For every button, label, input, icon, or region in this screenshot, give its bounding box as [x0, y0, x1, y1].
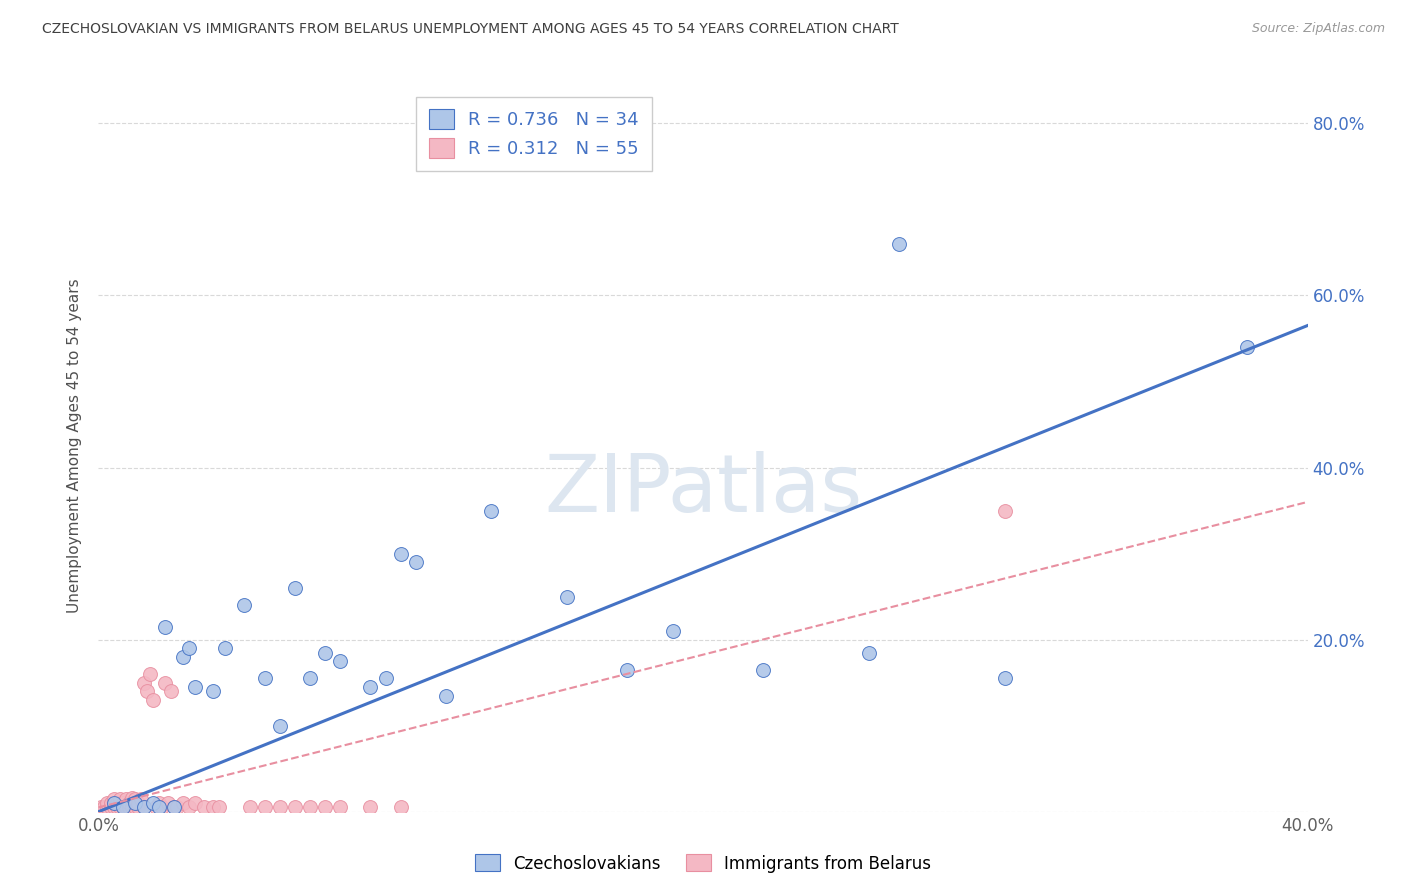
Text: ZIPatlas: ZIPatlas — [544, 450, 862, 529]
Point — [389, 800, 412, 814]
Point — [253, 671, 276, 685]
Point — [118, 800, 141, 814]
Point — [994, 671, 1017, 685]
Point — [142, 693, 165, 707]
Point — [103, 800, 125, 814]
Point — [481, 503, 503, 517]
Point — [314, 800, 336, 814]
Point — [127, 796, 149, 810]
Point — [118, 796, 141, 810]
Point — [214, 641, 236, 656]
Point — [90, 800, 112, 814]
Point — [111, 800, 134, 814]
Point — [129, 792, 152, 806]
Point — [111, 800, 134, 814]
Point — [132, 675, 155, 690]
Point — [269, 719, 291, 733]
Legend: R = 0.736   N = 34, R = 0.312   N = 55: R = 0.736 N = 34, R = 0.312 N = 55 — [416, 96, 651, 170]
Point — [360, 680, 382, 694]
Point — [121, 791, 143, 805]
Point — [184, 680, 207, 694]
Point — [139, 667, 162, 681]
Point — [124, 792, 146, 806]
Point — [202, 800, 225, 814]
Point — [93, 800, 115, 814]
Point — [329, 654, 352, 668]
Point — [284, 800, 307, 814]
Point — [166, 800, 188, 814]
Point — [100, 800, 122, 814]
Point — [434, 689, 457, 703]
Point — [148, 796, 170, 810]
Point — [105, 796, 128, 810]
Point — [389, 547, 412, 561]
Point — [284, 581, 307, 595]
Point — [555, 590, 578, 604]
Point — [103, 796, 125, 810]
Point — [111, 796, 134, 810]
Point — [179, 800, 201, 814]
Point — [105, 800, 128, 814]
Point — [96, 800, 118, 814]
Point — [202, 684, 225, 698]
Point — [858, 646, 880, 660]
Point — [661, 624, 683, 638]
Point — [135, 684, 157, 698]
Point — [172, 796, 194, 810]
Point — [994, 503, 1017, 517]
Point — [208, 800, 231, 814]
Point — [193, 800, 215, 814]
Point — [108, 800, 131, 814]
Y-axis label: Unemployment Among Ages 45 to 54 years: Unemployment Among Ages 45 to 54 years — [67, 278, 83, 614]
Point — [179, 641, 201, 656]
Point — [163, 800, 186, 814]
Text: Source: ZipAtlas.com: Source: ZipAtlas.com — [1251, 22, 1385, 36]
Point — [314, 646, 336, 660]
Point — [153, 620, 176, 634]
Point — [121, 800, 143, 814]
Point — [405, 555, 427, 569]
Point — [172, 649, 194, 664]
Point — [156, 796, 179, 810]
Point — [114, 800, 136, 814]
Point — [889, 236, 911, 251]
Point — [103, 792, 125, 806]
Point — [163, 800, 186, 814]
Point — [299, 800, 322, 814]
Point — [232, 598, 254, 612]
Point — [148, 800, 170, 814]
Point — [752, 663, 775, 677]
Point — [103, 796, 125, 810]
Point — [132, 800, 155, 814]
Point — [108, 792, 131, 806]
Legend: Czechoslovakians, Immigrants from Belarus: Czechoslovakians, Immigrants from Belaru… — [468, 847, 938, 880]
Point — [329, 800, 352, 814]
Point — [150, 800, 173, 814]
Point — [124, 800, 146, 814]
Point — [253, 800, 276, 814]
Point — [100, 796, 122, 810]
Point — [127, 800, 149, 814]
Point — [124, 796, 146, 810]
Point — [616, 663, 638, 677]
Point — [132, 800, 155, 814]
Point — [153, 675, 176, 690]
Point — [374, 671, 396, 685]
Point — [299, 671, 322, 685]
Point — [269, 800, 291, 814]
Point — [142, 796, 165, 810]
Point — [96, 796, 118, 810]
Point — [239, 800, 262, 814]
Text: CZECHOSLOVAKIAN VS IMMIGRANTS FROM BELARUS UNEMPLOYMENT AMONG AGES 45 TO 54 YEAR: CZECHOSLOVAKIAN VS IMMIGRANTS FROM BELAR… — [42, 22, 898, 37]
Point — [114, 792, 136, 806]
Point — [1236, 340, 1258, 354]
Point — [184, 796, 207, 810]
Point — [145, 800, 167, 814]
Point — [160, 684, 183, 698]
Point — [360, 800, 382, 814]
